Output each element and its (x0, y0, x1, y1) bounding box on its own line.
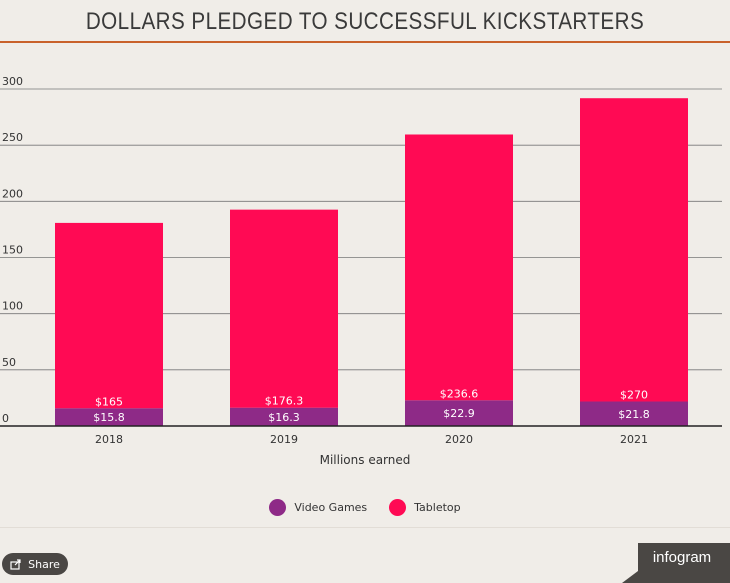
legend-swatch-video-games (269, 498, 287, 516)
x-tick-label-2018: 2018 (95, 433, 123, 446)
legend: Video Games Tabletop (0, 496, 730, 518)
data-label-tabletop-2021: $270 (620, 389, 648, 402)
y-tick-label-50: 50 (2, 356, 16, 369)
bar-tabletop-2019 (230, 209, 338, 408)
data-label-video-games-2021: $21.8 (618, 408, 650, 421)
data-label-tabletop-2018: $165 (95, 395, 123, 408)
data-label-video-games-2019: $16.3 (268, 411, 300, 424)
bar-labels: $15.8 $165 $16.3 $176.3 $22.9 $236.6 $21.8 $270 (93, 387, 650, 424)
title-divider (0, 41, 730, 43)
y-tick-label-0: 0 (2, 412, 9, 425)
bar-video-games-2020 (405, 400, 513, 426)
legend-label-video-games: Video Games (294, 500, 368, 514)
footer-divider (0, 527, 730, 528)
x-tick-label-2019: 2019 (270, 433, 298, 446)
infogram-brand-text[interactable]: infogram (652, 549, 712, 566)
y-tick-label-300: 300 (2, 75, 23, 88)
share-label: Share (28, 557, 60, 571)
bar-chart: $15.8 $165 $16.3 $176.3 $22.9 $236.6 $21.8 $270… (0, 75, 722, 467)
bar-tabletop-2018 (55, 222, 163, 409)
chart-title: DOLLARS PLEDGED TO SUCCESSFUL KICKSTARTE… (85, 8, 645, 35)
y-tick-label-150: 150 (2, 244, 23, 257)
bar-video-games-2021 (580, 401, 688, 426)
x-tick-label-2020: 2020 (445, 433, 473, 446)
legend-item-video-games[interactable]: Video Games (269, 498, 368, 516)
y-tick-label-200: 200 (2, 187, 23, 200)
infogram-logo[interactable] (622, 543, 730, 583)
x-axis-label: Millions earned (320, 453, 411, 467)
data-label-tabletop-2019: $176.3 (265, 395, 304, 408)
axes: 0 50 100 150 200 250 300 2018 2019 2020 2021 (0, 75, 722, 446)
data-label-tabletop-2020: $236.6 (440, 387, 479, 400)
y-tick-label-250: 250 (2, 131, 23, 144)
data-label-video-games-2020: $22.9 (443, 407, 475, 420)
x-tick-label-2021: 2021 (620, 433, 648, 446)
data-label-video-games-2018: $15.8 (93, 411, 125, 424)
bars (55, 98, 688, 426)
share-icon (10, 559, 21, 570)
bar-tabletop-2021 (580, 98, 688, 402)
bar-video-games-2018 (55, 408, 163, 426)
legend-swatch-tabletop (389, 498, 407, 516)
legend-label-tabletop: Tabletop (414, 500, 461, 514)
share-button[interactable]: Share (2, 553, 68, 575)
bar-tabletop-2020 (405, 134, 513, 401)
y-tick-label-100: 100 (2, 300, 23, 313)
bar-video-games-2019 (230, 407, 338, 426)
legend-item-tabletop[interactable]: Tabletop (389, 498, 461, 516)
